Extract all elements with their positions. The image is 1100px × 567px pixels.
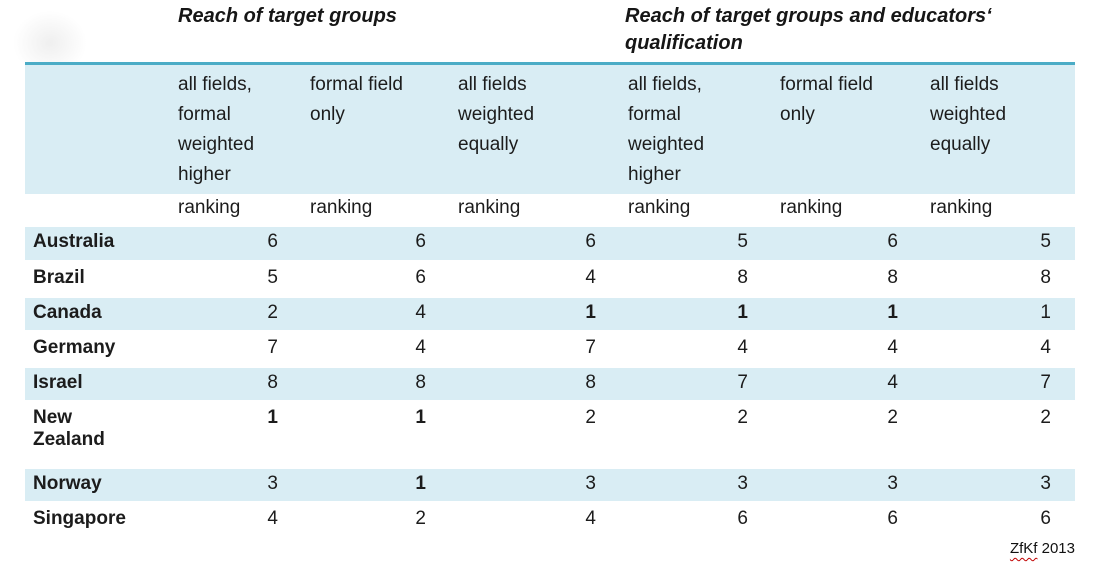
ranking-cell: 7	[450, 331, 620, 368]
ranking-cell: 8	[450, 366, 620, 403]
ranking-label: ranking	[450, 193, 620, 227]
ranking-cell: 1	[302, 467, 450, 504]
ranking-cell: 6	[772, 502, 922, 539]
ranking-cell: 6	[302, 226, 450, 263]
ranking-cell: 2	[620, 401, 772, 469]
ranking-cell: 8	[772, 261, 922, 298]
ranking-cell: 3	[620, 467, 772, 504]
ranking-cell: 8	[302, 366, 450, 403]
ranking-cell: 6	[170, 226, 302, 263]
ranking-subheader-row: ranking ranking ranking ranking ranking …	[25, 193, 1075, 227]
ranking-cell: 2	[772, 401, 922, 469]
country-label: Australia	[25, 226, 170, 263]
table-row-new-zealand: New Zealand 1 1 2 2 2 2	[25, 401, 1075, 469]
table-header-row: all fields, formal weighted higher forma…	[25, 63, 1075, 194]
ranking-label: ranking	[620, 193, 772, 227]
ranking-cell: 7	[620, 366, 772, 403]
ranking-cell: 6	[450, 226, 620, 263]
ranking-cell: 3	[170, 467, 302, 504]
ranking-cell: 6	[302, 261, 450, 298]
source-year: 2013	[1037, 540, 1075, 557]
ranking-cell: 5	[620, 226, 772, 263]
table-row-norway: Norway 3 1 3 3 3 3	[25, 467, 1075, 504]
ranking-label: ranking	[772, 193, 922, 227]
table-row-singapore: Singapore 4 2 4 6 6 6	[25, 502, 1075, 539]
column-header: all fields weighted equally	[450, 63, 620, 194]
ranking-cell: 4	[450, 502, 620, 539]
column-header: all fields weighted equally	[922, 63, 1075, 194]
column-header: all fields, formal weighted higher	[170, 63, 302, 194]
country-label: Israel	[25, 366, 170, 403]
column-header: all fields, formal weighted higher	[620, 63, 772, 194]
ranking-table: all fields, formal weighted higher forma…	[25, 62, 1075, 539]
ranking-cell: 4	[302, 331, 450, 368]
group-title-reach-qualification: Reach of target groups and educators‘ qu…	[625, 5, 992, 54]
table-row-canada: Canada 2 4 1 1 1 1	[25, 296, 1075, 333]
ranking-cell: 6	[620, 502, 772, 539]
ranking-cell: 4	[450, 261, 620, 298]
column-header: formal field only	[772, 63, 922, 194]
column-header: formal field only	[302, 63, 450, 194]
ranking-cell: 4	[170, 502, 302, 539]
ranking-cell: 1	[922, 296, 1075, 333]
table-row-australia: Australia 6 6 6 5 6 5	[25, 226, 1075, 263]
ranking-cell: 4	[302, 296, 450, 333]
ranking-cell: 7	[922, 366, 1075, 403]
source-note: ZfKf 2013	[1010, 540, 1075, 557]
table-row-israel: Israel 8 8 8 7 4 7	[25, 366, 1075, 403]
group-title-reach: Reach of target groups	[178, 5, 397, 27]
ranking-cell: 1	[772, 296, 922, 333]
ranking-cell: 1	[302, 401, 450, 469]
ranking-cell: 4	[772, 366, 922, 403]
ranking-cell: 6	[922, 502, 1075, 539]
ranking-corner-cell	[25, 193, 170, 227]
ranking-cell: 1	[620, 296, 772, 333]
ranking-label: ranking	[922, 193, 1075, 227]
ranking-cell: 7	[170, 331, 302, 368]
ranking-cell: 2	[450, 401, 620, 469]
ranking-cell: 1	[450, 296, 620, 333]
country-label: Germany	[25, 331, 170, 368]
ranking-cell: 5	[922, 226, 1075, 263]
country-label: Brazil	[25, 261, 170, 298]
header-corner-cell	[25, 63, 170, 194]
ranking-cell: 3	[772, 467, 922, 504]
country-label: Singapore	[25, 502, 170, 539]
column-group-titles: Reach of target groups Reach of target g…	[0, 0, 1100, 62]
ranking-cell: 8	[620, 261, 772, 298]
ranking-label: ranking	[170, 193, 302, 227]
source-abbreviation: ZfKf	[1009, 540, 1038, 557]
ranking-cell: 2	[302, 502, 450, 539]
ranking-cell: 8	[922, 261, 1075, 298]
ranking-cell: 5	[170, 261, 302, 298]
ranking-cell: 6	[772, 226, 922, 263]
country-label: Canada	[25, 296, 170, 333]
ranking-cell: 8	[170, 366, 302, 403]
ranking-cell: 4	[620, 331, 772, 368]
ranking-cell: 3	[922, 467, 1075, 504]
ranking-cell: 1	[170, 401, 302, 469]
ranking-cell: 4	[922, 331, 1075, 368]
country-label: New Zealand	[25, 401, 170, 469]
table-row-germany: Germany 7 4 7 4 4 4	[25, 331, 1075, 368]
ranking-cell: 2	[170, 296, 302, 333]
table-row-brazil: Brazil 5 6 4 8 8 8	[25, 261, 1075, 298]
ranking-label: ranking	[302, 193, 450, 227]
ranking-cell: 3	[450, 467, 620, 504]
ranking-cell: 2	[922, 401, 1075, 469]
country-label: Norway	[25, 467, 170, 504]
ranking-cell: 4	[772, 331, 922, 368]
